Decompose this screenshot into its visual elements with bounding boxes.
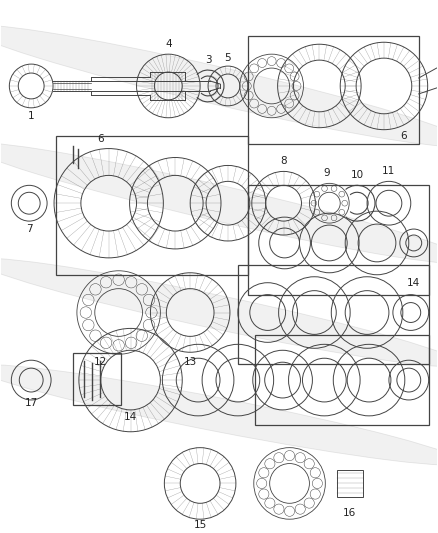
Text: 5: 5 [225, 53, 231, 63]
Text: 12: 12 [94, 357, 107, 367]
Bar [255, 335, 429, 425]
Text: 7: 7 [26, 224, 32, 234]
Text: 4: 4 [165, 39, 172, 49]
Bar [248, 36, 419, 143]
Bar [56, 135, 248, 274]
Ellipse shape [0, 365, 438, 465]
Bar [238, 265, 429, 364]
Text: 8: 8 [280, 157, 287, 166]
Text: 15: 15 [194, 520, 207, 530]
Ellipse shape [0, 259, 438, 367]
Text: 9: 9 [323, 168, 330, 179]
Text: 16: 16 [343, 508, 356, 518]
Text: 14: 14 [124, 412, 137, 422]
Ellipse shape [0, 25, 438, 147]
Text: 11: 11 [382, 166, 396, 176]
Text: 3: 3 [205, 55, 212, 65]
Text: 14: 14 [407, 278, 420, 288]
Text: 10: 10 [350, 171, 364, 180]
Bar [337, 470, 363, 497]
Text: 6: 6 [400, 131, 407, 141]
Ellipse shape [0, 142, 438, 264]
Bar [248, 185, 429, 295]
Text: 1: 1 [28, 111, 35, 121]
Text: 6: 6 [97, 134, 104, 143]
Bar [73, 353, 120, 405]
Text: 17: 17 [25, 398, 38, 408]
Text: 13: 13 [184, 357, 197, 367]
